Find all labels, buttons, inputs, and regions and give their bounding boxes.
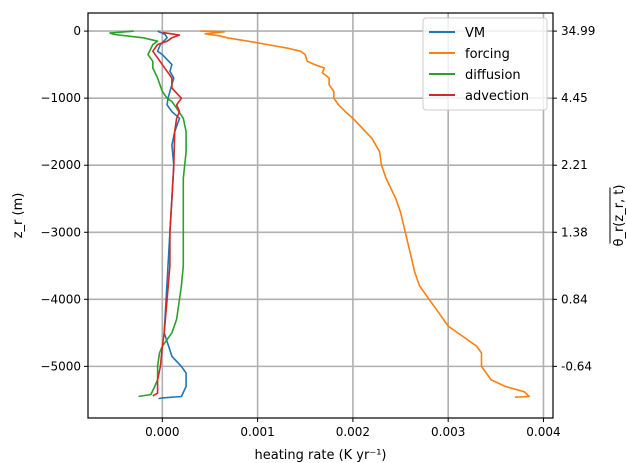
x-ticks: 0.000 0.001 0.002 0.003 0.004: [145, 418, 561, 439]
y-tick-label: −1000: [40, 91, 81, 105]
plot-frame: [87, 12, 554, 419]
x-tick-label: 0.003: [431, 425, 465, 439]
legend-label: VM: [465, 26, 485, 41]
x-tick-label: 0.001: [240, 425, 274, 439]
right-tick-label: 4.45: [561, 91, 588, 105]
right-tick-label: -0.64: [561, 359, 592, 373]
x-tick-label: 0.000: [145, 425, 179, 439]
legend-label: diffusion: [465, 68, 521, 83]
x-tick-label: 0.002: [336, 425, 370, 439]
y-tick-label: −2000: [40, 158, 81, 172]
series-line-advection: [152, 31, 183, 397]
legend-label: forcing: [465, 47, 510, 62]
series-line-diffusion: [109, 30, 187, 398]
y-tick-label: 0: [73, 24, 81, 38]
y-tick-label: −5000: [40, 359, 81, 373]
x-axis-label: heating rate (K yr⁻¹): [255, 448, 387, 463]
right-tick-label: 0.84: [561, 292, 588, 306]
right-tick-label: 1.38: [561, 225, 588, 239]
grid-lines: [88, 13, 553, 418]
y-ticks: 0 −1000 −2000 −3000 −4000 −5000: [40, 24, 88, 373]
right-tick-label: 34.99: [561, 24, 595, 38]
right-tick-label: 2.21: [561, 158, 588, 172]
right-ticks: 34.99 4.45 2.21 1.38 0.84 -0.64: [553, 24, 595, 373]
series-line-forcing: [200, 30, 530, 398]
right-axis-label: θ_r(z_r, t): [612, 185, 627, 247]
y-tick-label: −3000: [40, 225, 81, 239]
legend-box: [422, 17, 548, 111]
y-axis-label: z_r (m): [11, 193, 26, 239]
legend: VM forcing diffusion advection: [422, 17, 548, 111]
legend-label: advection: [465, 89, 529, 104]
x-tick-label: 0.004: [526, 425, 560, 439]
series-lines: [109, 30, 530, 400]
y-tick-label: −4000: [40, 292, 81, 306]
